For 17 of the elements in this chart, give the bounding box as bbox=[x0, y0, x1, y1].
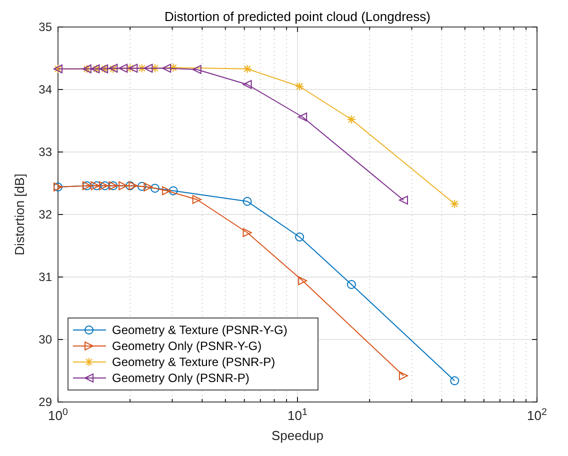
y-axis-title: Distortion [dB] bbox=[12, 174, 27, 256]
y-tick-label: 35 bbox=[38, 20, 52, 34]
y-tick-label: 32 bbox=[38, 208, 52, 222]
y-tick-label: 33 bbox=[38, 145, 52, 159]
legend-label: Geometry Only (PSNR-Y-G) bbox=[112, 339, 262, 353]
y-tick-label: 34 bbox=[38, 82, 52, 96]
x-tick-label: 10$^{0}$ bbox=[48, 406, 69, 423]
x-tick-label: 10$^{1}$ bbox=[288, 406, 308, 423]
y-tick-label: 30 bbox=[38, 332, 52, 346]
y-tick-label: 29 bbox=[38, 395, 52, 409]
legend-label: Geometry & Texture (PSNR-Y-G) bbox=[112, 323, 288, 337]
chart-title: Distortion of predicted point cloud (Longdress) bbox=[164, 9, 430, 24]
x-tick-label: 10$^{2}$ bbox=[527, 406, 547, 423]
x-axis-title: Speedup bbox=[271, 428, 324, 443]
y-tick-label: 31 bbox=[38, 270, 52, 284]
legend-label: Geometry & Texture (PSNR-P) bbox=[112, 355, 276, 369]
legend-label: Geometry Only (PSNR-P) bbox=[112, 371, 250, 385]
